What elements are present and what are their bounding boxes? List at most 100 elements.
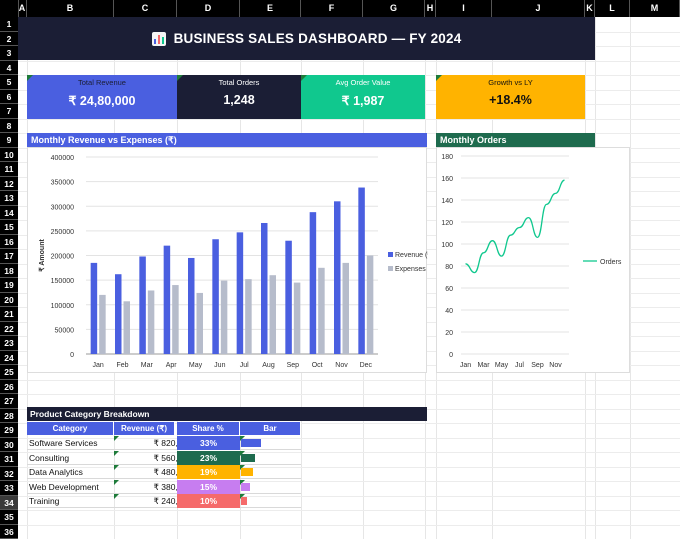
category-cell[interactable]: Data Analytics: [29, 467, 83, 477]
revenue-cell[interactable]: ₹ 380,000: [114, 479, 202, 494]
row-header-27[interactable]: 27: [0, 394, 18, 409]
share-cell[interactable]: 23%: [177, 450, 240, 465]
table-row[interactable]: Software Services ₹ 820,000 33%: [27, 436, 301, 450]
table-header-revenue[interactable]: Revenue (₹): [114, 422, 175, 435]
kpi-growth-vs-ly[interactable]: Growth vs LY +18.4%: [436, 75, 585, 119]
row-header-4[interactable]: 4: [0, 61, 18, 75]
revenue-cell[interactable]: ₹ 480,000: [114, 465, 202, 479]
table-row[interactable]: Training ₹ 240,000 10%: [27, 494, 301, 508]
row-header-16[interactable]: 16: [0, 235, 18, 249]
share-cell[interactable]: 33%: [177, 436, 240, 450]
row-header-14[interactable]: 14: [0, 206, 18, 220]
revenue-expenses-chart-svg: 0 50000 100000 150000 200000 250000 300000 3500…: [38, 155, 437, 369]
revenue-bar: [309, 212, 317, 354]
table-header-share[interactable]: Share %: [177, 422, 240, 435]
share-cell[interactable]: 15%: [177, 479, 240, 494]
column-header-h[interactable]: H: [425, 0, 436, 17]
column-header-k[interactable]: K: [585, 0, 595, 17]
row-header-5[interactable]: 5: [0, 75, 18, 90]
share-bar: [241, 439, 261, 447]
table-row[interactable]: Consulting ₹ 560,000 23%: [27, 450, 301, 465]
category-cell[interactable]: Web Development: [29, 481, 99, 492]
column-header-d[interactable]: D: [177, 0, 240, 17]
row-header-6[interactable]: 6: [0, 90, 18, 104]
column-header-e[interactable]: E: [240, 0, 301, 17]
row-header-10[interactable]: 10: [0, 148, 18, 162]
cell-note-marker: [240, 465, 245, 470]
category-cell[interactable]: Training: [29, 496, 60, 506]
row-header-26[interactable]: 26: [0, 380, 18, 394]
row-header-31[interactable]: 31: [0, 452, 18, 467]
share-bar-cell[interactable]: [240, 479, 301, 494]
y-tick-label: 250000: [51, 229, 74, 236]
row-header-13[interactable]: 13: [0, 191, 18, 206]
kpi-avg-order-value[interactable]: Avg Order Value ₹ 1,987: [301, 75, 425, 119]
share-bar-cell[interactable]: [240, 494, 301, 508]
table-row[interactable]: Web Development ₹ 380,000 15%: [27, 479, 301, 494]
column-header-g[interactable]: G: [363, 0, 425, 17]
row-header-33[interactable]: 33: [0, 481, 18, 496]
revenue-expenses-chart[interactable]: 0 50000 100000 150000 200000 250000 300000 3500…: [27, 147, 437, 373]
y-tick-label: 150000: [51, 278, 74, 285]
share-bar-cell[interactable]: [240, 465, 301, 479]
gridline-horizontal: [18, 423, 680, 424]
row-header-23[interactable]: 23: [0, 336, 18, 351]
share-cell[interactable]: 10%: [177, 494, 240, 508]
row-header-28[interactable]: 28: [0, 409, 18, 423]
revenue-cell[interactable]: ₹ 240,000: [114, 494, 202, 508]
row-header-30[interactable]: 30: [0, 438, 18, 452]
row-header-34[interactable]: 34: [0, 495, 18, 510]
row-header-18[interactable]: 18: [0, 264, 18, 278]
row-header-9[interactable]: 9: [0, 133, 18, 148]
row-header-36[interactable]: 36: [0, 525, 18, 539]
row-header-25[interactable]: 25: [0, 365, 18, 380]
kpi-total-orders[interactable]: Total Orders 1,248: [177, 75, 301, 119]
share-bar: [241, 468, 253, 476]
row-header-35[interactable]: 35: [0, 510, 18, 525]
gridline-horizontal: [18, 510, 680, 511]
column-header-f[interactable]: F: [301, 0, 363, 17]
column-header-c[interactable]: C: [114, 0, 177, 17]
y-tick-label: 100: [441, 242, 453, 249]
row-header-29[interactable]: 29: [0, 423, 18, 438]
share-cell[interactable]: 19%: [177, 465, 240, 479]
monthly-orders-chart[interactable]: 0 20 40 60 80 100 120 140 160 180 Jan Mar May Jul Sep N…: [436, 147, 630, 373]
share-bar-cell[interactable]: [240, 450, 301, 465]
column-header-a[interactable]: A: [18, 0, 27, 17]
row-header-24[interactable]: 24: [0, 351, 18, 365]
row-header-7[interactable]: 7: [0, 104, 18, 119]
category-cell[interactable]: Software Services: [29, 438, 98, 448]
gridline-horizontal: [18, 60, 680, 62]
row-header-21[interactable]: 21: [0, 307, 18, 322]
column-header-l[interactable]: L: [595, 0, 630, 17]
expense-bar: [220, 280, 228, 354]
revenue-value: ₹ 240,000: [153, 496, 193, 506]
row-header-3[interactable]: 3: [0, 46, 18, 61]
revenue-cell[interactable]: ₹ 560,000: [114, 450, 202, 465]
column-header-m[interactable]: M: [630, 0, 680, 17]
row-header-1[interactable]: 1: [0, 17, 18, 32]
row-header-19[interactable]: 19: [0, 278, 18, 293]
column-header-b[interactable]: B: [27, 0, 114, 17]
row-header-12[interactable]: 12: [0, 177, 18, 191]
table-header-category[interactable]: Category: [27, 422, 114, 435]
row-header-15[interactable]: 15: [0, 220, 18, 235]
row-header-8[interactable]: 8: [0, 119, 18, 133]
column-header-i[interactable]: I: [436, 0, 492, 17]
table-row[interactable]: Data Analytics ₹ 480,000 19%: [27, 465, 301, 479]
row-header-22[interactable]: 22: [0, 322, 18, 336]
kpi-total-revenue[interactable]: Total Revenue ₹ 24,80,000: [27, 75, 177, 119]
column-header-j[interactable]: J: [492, 0, 585, 17]
table-header-bar[interactable]: Bar: [240, 422, 301, 435]
gridline-horizontal: [18, 481, 680, 482]
share-bar-cell[interactable]: [240, 436, 301, 450]
row-header-32[interactable]: 32: [0, 467, 18, 481]
row-header-2[interactable]: 2: [0, 32, 18, 46]
row-header-17[interactable]: 17: [0, 249, 18, 264]
category-cell[interactable]: Consulting: [29, 452, 70, 463]
row-header-11[interactable]: 11: [0, 162, 18, 177]
row-header-bar: 1 2 3 4 5 6 7 8 9 10 11 12 13 14 15 16 17 18 19 20 21 22 23 24 2…: [0, 17, 18, 539]
row-header-20[interactable]: 20: [0, 293, 18, 307]
select-all-corner[interactable]: [0, 0, 19, 17]
revenue-cell[interactable]: ₹ 820,000: [114, 436, 202, 450]
